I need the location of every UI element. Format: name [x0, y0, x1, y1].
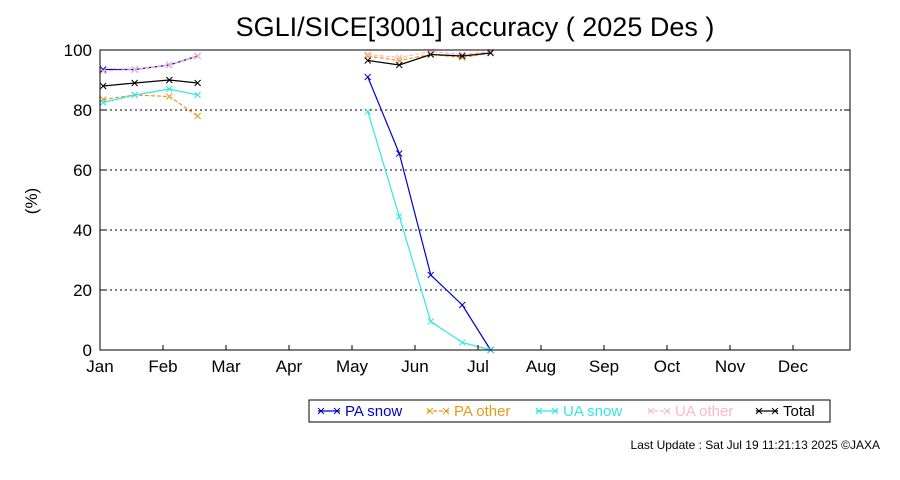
x-tick-label: Sep [589, 357, 619, 376]
legend-label-ua-other: UA other [675, 403, 733, 420]
data-point-pa-other [165, 93, 173, 100]
series-ua-other [99, 48, 494, 75]
data-point-pa-snow [427, 271, 435, 279]
data-point-total [194, 79, 202, 87]
legend-label-total: Total [783, 403, 815, 420]
x-tick-label: Jun [401, 357, 428, 376]
data-point-ua-snow [427, 318, 435, 325]
legend-marker-total [771, 407, 779, 415]
x-tick-label: Mar [211, 357, 241, 376]
data-point-ua-snow [165, 85, 173, 93]
x-tick-label: Feb [148, 357, 177, 376]
data-point-ua-other [395, 54, 403, 61]
series-line-ua-snow [103, 88, 198, 104]
data-point-total [395, 61, 403, 69]
y-tick-label: 60 [73, 161, 92, 180]
series-ua-snow [99, 85, 494, 354]
data-point-total [458, 52, 466, 60]
legend-marker-ua-snow [551, 407, 559, 415]
legend-item-ua-other: UA other [647, 403, 733, 420]
data-point-total [99, 82, 107, 90]
legend-box [308, 399, 831, 423]
legend-label-pa-other: PA other [454, 403, 510, 420]
data-point-ua-other [364, 51, 372, 58]
legend-item-pa-other: PA other [426, 403, 510, 420]
x-tick-label: May [336, 357, 369, 376]
y-tick-label: 100 [64, 41, 92, 60]
x-tick-label: Oct [654, 357, 681, 376]
plot-frame [99, 49, 851, 351]
data-point-total [487, 49, 494, 57]
series-line-pa-snow [367, 76, 492, 351]
legend-item-total: Total [755, 403, 815, 420]
last-update-footer: Last Update : Sat Jul 19 11:21:13 2025 ©… [631, 438, 880, 452]
x-tick-label: Apr [276, 357, 303, 376]
legend-marker-ua-other [663, 407, 671, 415]
y-tick-label: 0 [83, 341, 92, 360]
data-point-ua-other [131, 66, 139, 73]
data-point-ua-other [194, 52, 202, 60]
legend-item-pa-snow: PA snow [317, 403, 402, 420]
legend-marker-ua-snow [535, 407, 543, 415]
grid-lines [100, 109, 850, 291]
series-pa-snow [99, 52, 494, 354]
data-point-pa-other [194, 112, 202, 120]
data-point-total [131, 79, 139, 87]
data-point-ua-other [165, 61, 173, 69]
x-tick-label: Dec [778, 357, 809, 376]
legend-marker-total [755, 407, 763, 415]
data-point-pa-snow [458, 301, 466, 309]
series-line-total [103, 79, 198, 87]
data-point-ua-snow [99, 99, 107, 106]
y-tick-label: 80 [73, 101, 92, 120]
data-point-total [427, 51, 435, 58]
data-point-pa-snow [395, 150, 403, 157]
data-point-ua-snow [194, 91, 202, 99]
legend-label-ua-snow: UA snow [563, 403, 622, 420]
series-line-ua-other [103, 55, 198, 72]
data-point-ua-snow [395, 213, 403, 220]
data-point-ua-snow [364, 108, 372, 115]
data-point-total [364, 57, 372, 64]
y-tick-label: 40 [73, 221, 92, 240]
series-lines [99, 48, 494, 354]
legend: PA snow PA other UA snow UA other Total [308, 399, 831, 423]
series-pa-other [99, 49, 494, 120]
data-point-ua-snow [458, 339, 466, 346]
legend-marker-pa-other [426, 407, 434, 415]
series-line-pa-snow [103, 55, 198, 71]
data-point-total [165, 76, 173, 84]
series-total [99, 49, 494, 90]
legend-marker-ua-other [647, 407, 655, 415]
legend-marker-pa-other [442, 407, 450, 415]
axis-ticks: 0 20 40 60 80 100 Jan Feb Mar Apr May Jun Jul Aug Sep O… [64, 41, 850, 376]
series-line-ua-snow [367, 111, 491, 351]
x-tick-label: Jul [467, 357, 489, 376]
legend-marker-pa-snow [333, 407, 341, 415]
legend-label-pa-snow: PA snow [345, 403, 402, 420]
data-point-ua-other [99, 67, 107, 75]
x-tick-label: Nov [715, 357, 746, 376]
legend-item-ua-snow: UA snow [535, 403, 622, 420]
legend-marker-pa-snow [317, 407, 325, 415]
x-tick-label: Aug [526, 357, 556, 376]
y-axis-label: (%) [22, 188, 41, 214]
series-line-pa-other [103, 94, 199, 117]
x-tick-label: Jan [86, 357, 113, 376]
y-tick-label: 20 [73, 281, 92, 300]
data-point-pa-snow [364, 73, 372, 81]
chart-title: SGLI/SICE[3001] accuracy ( 2025 Des ) [236, 12, 715, 42]
data-point-ua-snow [131, 91, 139, 99]
